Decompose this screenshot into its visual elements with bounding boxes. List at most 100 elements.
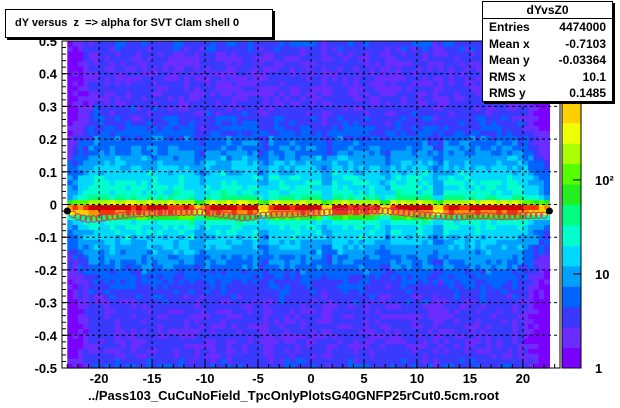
heatmap-cell bbox=[348, 278, 354, 285]
heatmap-cell bbox=[130, 278, 137, 285]
heatmap-cell bbox=[130, 46, 137, 52]
heatmap-cell bbox=[443, 273, 450, 280]
heatmap-cell bbox=[358, 278, 365, 285]
heatmap-cell bbox=[326, 75, 333, 82]
heatmap-cell bbox=[93, 130, 100, 136]
heatmap-cell bbox=[130, 318, 137, 325]
heatmap-cell bbox=[459, 174, 466, 181]
heatmap-cell bbox=[401, 353, 407, 359]
heatmap-cell bbox=[411, 179, 418, 186]
heatmap-cell bbox=[210, 278, 217, 285]
heatmap-cell bbox=[326, 239, 333, 245]
heatmap-cell bbox=[390, 273, 397, 280]
heatmap-cell bbox=[273, 140, 280, 146]
heatmap-cell bbox=[215, 155, 222, 161]
heatmap-cell bbox=[279, 130, 286, 136]
heatmap-cell bbox=[332, 318, 339, 325]
heatmap-cell bbox=[411, 150, 418, 156]
heatmap-cell bbox=[199, 363, 206, 369]
heatmap-cell bbox=[205, 273, 211, 280]
heatmap-cell bbox=[432, 41, 439, 47]
heatmap-cell bbox=[417, 140, 423, 146]
heatmap-cell bbox=[279, 234, 286, 240]
heatmap-cell bbox=[289, 130, 296, 136]
heatmap-cell bbox=[374, 224, 381, 230]
heatmap-cell bbox=[337, 219, 344, 225]
heatmap-cell bbox=[136, 189, 143, 196]
heatmap-cell bbox=[438, 85, 444, 92]
heatmap-cell bbox=[93, 298, 100, 305]
heatmap-cell bbox=[146, 219, 153, 225]
heatmap-cell bbox=[93, 70, 100, 77]
heatmap-cell bbox=[337, 273, 344, 280]
heatmap-cell bbox=[67, 283, 74, 290]
heatmap-cell bbox=[390, 239, 397, 245]
heatmap-cell bbox=[72, 224, 79, 230]
heatmap-cell bbox=[194, 41, 201, 47]
heatmap-cell bbox=[406, 333, 413, 339]
heatmap-cell bbox=[205, 135, 211, 141]
heatmap-cell bbox=[194, 150, 201, 156]
heatmap-cell bbox=[220, 338, 227, 344]
heatmap-cell bbox=[146, 50, 153, 57]
heatmap-cell bbox=[369, 363, 376, 369]
heatmap-cell bbox=[220, 140, 227, 146]
heatmap-cell bbox=[353, 105, 360, 111]
heatmap-cell bbox=[337, 303, 344, 310]
heatmap-cell bbox=[210, 120, 217, 126]
heatmap-cell bbox=[279, 105, 286, 111]
heatmap-cell bbox=[226, 259, 233, 265]
heatmap-cell bbox=[210, 179, 217, 186]
heatmap-cell bbox=[432, 343, 439, 349]
heatmap-cell bbox=[348, 194, 354, 201]
heatmap-cell bbox=[268, 264, 275, 270]
heatmap-cell bbox=[99, 348, 105, 354]
heatmap-cell bbox=[268, 313, 275, 320]
heatmap-cell bbox=[77, 224, 84, 230]
heatmap-cell bbox=[353, 224, 360, 230]
heatmap-cell bbox=[231, 343, 238, 349]
heatmap-cell bbox=[385, 55, 392, 62]
heatmap-cell bbox=[464, 283, 471, 290]
heatmap-cell bbox=[120, 229, 127, 235]
heatmap-cell bbox=[401, 115, 407, 121]
heatmap-cell bbox=[220, 120, 227, 126]
heatmap-cell bbox=[215, 313, 222, 320]
heatmap-cell bbox=[268, 169, 275, 176]
heatmap-cell bbox=[422, 110, 429, 116]
heatmap-cell bbox=[295, 249, 301, 255]
heatmap-cell bbox=[130, 338, 137, 344]
heatmap-cell bbox=[136, 155, 143, 161]
heatmap-cell bbox=[305, 343, 312, 349]
heatmap-cell bbox=[88, 130, 95, 136]
heatmap-cell bbox=[263, 259, 270, 265]
heatmap-cell bbox=[258, 358, 264, 364]
heatmap-cell bbox=[342, 204, 349, 211]
heatmap-cell bbox=[162, 50, 169, 57]
heatmap-cell bbox=[205, 254, 211, 260]
heatmap-cell bbox=[321, 100, 328, 107]
heatmap-cell bbox=[93, 115, 100, 121]
heatmap-cell bbox=[146, 283, 153, 290]
heatmap-cell bbox=[385, 145, 392, 151]
heatmap-cell bbox=[109, 343, 116, 349]
heatmap-cell bbox=[379, 338, 386, 344]
heatmap-cell bbox=[311, 278, 317, 285]
heatmap-cell bbox=[236, 125, 243, 131]
heatmap-cell bbox=[321, 323, 328, 329]
heatmap-cell bbox=[422, 313, 429, 320]
heatmap-cell bbox=[173, 130, 180, 136]
heatmap-cell bbox=[236, 75, 243, 82]
heatmap-cell bbox=[247, 115, 254, 121]
heatmap-cell bbox=[215, 179, 222, 186]
heatmap-cell bbox=[364, 259, 370, 265]
heatmap-cell bbox=[316, 159, 323, 166]
heatmap-cell bbox=[99, 85, 105, 92]
heatmap-cell bbox=[136, 353, 143, 359]
heatmap-cell bbox=[168, 244, 174, 250]
heatmap-cell bbox=[353, 135, 360, 141]
heatmap-cell bbox=[348, 298, 354, 305]
heatmap-cell bbox=[183, 55, 190, 62]
heatmap-cell bbox=[459, 268, 466, 275]
heatmap-cell bbox=[199, 169, 206, 176]
